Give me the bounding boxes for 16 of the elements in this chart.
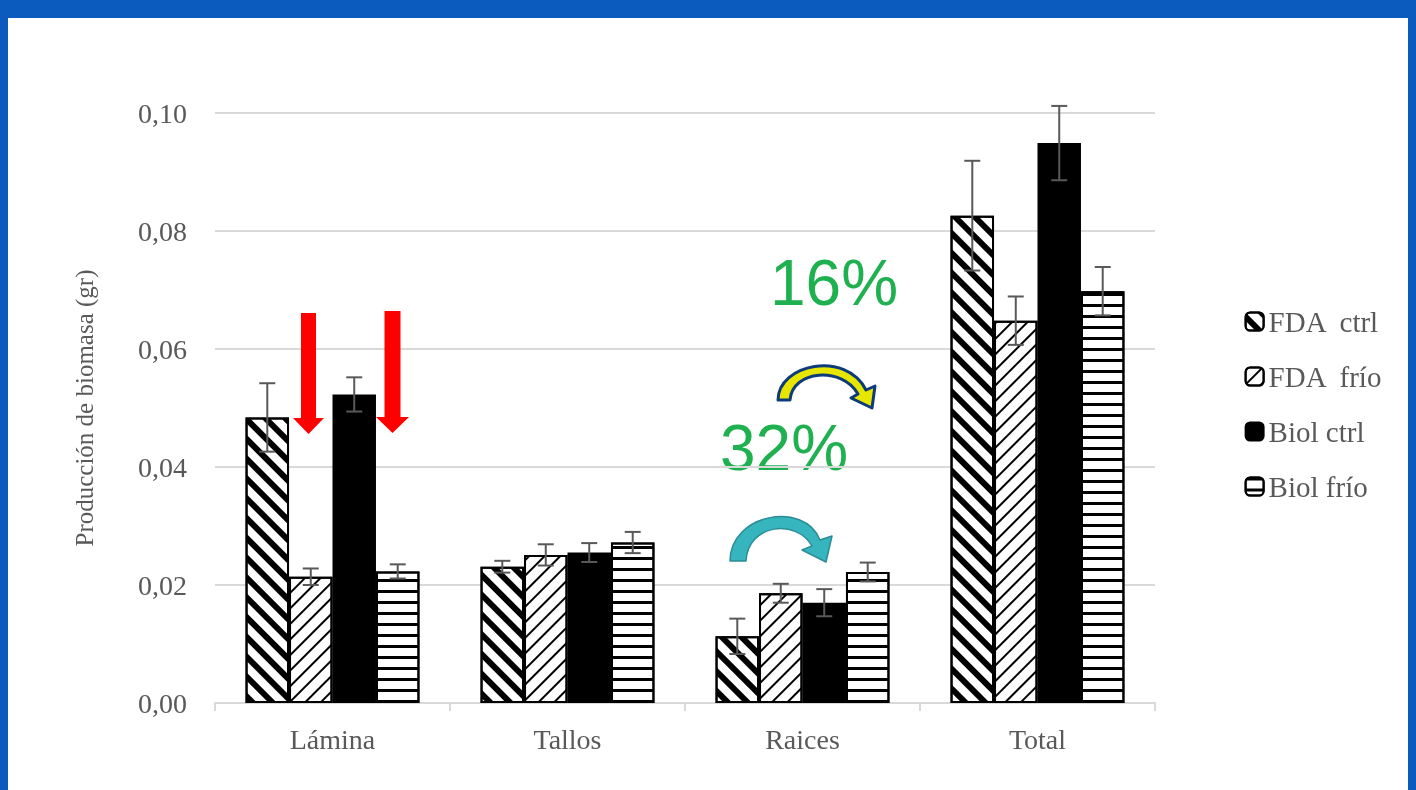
y-axis-title: Producción de biomasa (gr) <box>71 269 99 547</box>
legend-label: Biol ctrl <box>1268 415 1365 448</box>
x-tick-label: Lámina <box>289 723 376 755</box>
y-tick-label: 0,04 <box>138 451 187 483</box>
x-tick-label: Tallos <box>533 723 602 755</box>
x-tick-label: Raices <box>765 723 840 755</box>
y-tick-label: 0,06 <box>138 333 187 365</box>
y-tick-label: 0,00 <box>138 687 187 719</box>
legend-label: FDA ctrl <box>1268 305 1379 338</box>
y-tick-label: 0,10 <box>138 97 187 129</box>
annotation: 16% <box>770 247 899 319</box>
y-tick-label: 0,02 <box>138 569 187 601</box>
legend-label: Biol frío <box>1268 470 1368 503</box>
y-tick-label: 0,08 <box>138 215 187 247</box>
x-tick-label: Total <box>1008 723 1067 755</box>
legend-label: FDA frío <box>1268 360 1382 393</box>
